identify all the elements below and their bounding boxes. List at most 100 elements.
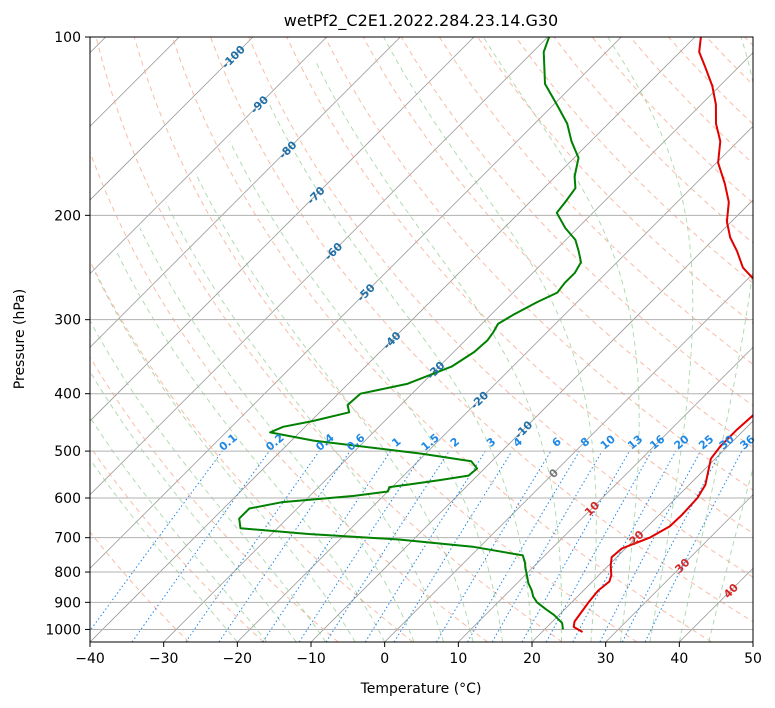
mixing-ratio-label: 6 bbox=[550, 435, 564, 450]
mixing-ratio-label: 0.6 bbox=[344, 431, 368, 454]
mixing-ratio-label: 3 bbox=[484, 435, 498, 450]
isotherm-line bbox=[679, 567, 753, 642]
dewpoint-profile-line bbox=[238, 37, 582, 630]
isotherm-label: -60 bbox=[322, 240, 345, 263]
y-tick-label: 100 bbox=[54, 30, 81, 46]
mixing-ratio-line bbox=[435, 450, 552, 642]
mixing-ratio-label: 25 bbox=[696, 433, 716, 453]
moist-adiabat bbox=[90, 458, 238, 642]
y-axis-ticks: 100 200 300 400 500 600 700 800 900 1000 bbox=[45, 30, 90, 638]
mixing-ratio-label: 30 bbox=[717, 432, 737, 452]
background-lines bbox=[90, 37, 753, 642]
isotherm-line bbox=[90, 37, 327, 275]
dry-adiabat bbox=[286, 37, 753, 534]
isotherm-label: -50 bbox=[355, 281, 378, 304]
dry-adiabat bbox=[95, 37, 563, 642]
y-tick-label: 200 bbox=[54, 208, 81, 224]
plot-frame bbox=[89, 36, 754, 643]
dry-adiabat bbox=[133, 37, 638, 642]
moist-adiabat bbox=[90, 416, 268, 642]
isotherm-line bbox=[90, 37, 548, 496]
mixing-ratio-line bbox=[393, 450, 513, 642]
mixing-ratio-label: 1 bbox=[389, 435, 403, 450]
isotherm-line bbox=[458, 346, 753, 642]
moist-adiabat bbox=[165, 201, 445, 642]
isotherm-label: -100 bbox=[219, 43, 248, 72]
y-tick-label: 800 bbox=[54, 565, 81, 581]
y-tick-label: 500 bbox=[54, 444, 81, 460]
dry-adiabat bbox=[438, 37, 753, 366]
moist-adiabat bbox=[315, 61, 563, 642]
isotherm-label: 30 bbox=[672, 556, 692, 576]
y-tick-label: 600 bbox=[54, 491, 81, 507]
dry-adiabat bbox=[90, 445, 264, 642]
isotherm-line bbox=[163, 52, 753, 642]
mixing-ratio-line bbox=[572, 450, 677, 642]
x-tick-label: −10 bbox=[296, 651, 326, 667]
mixing-ratio-label: 2 bbox=[448, 435, 462, 450]
moist-adiabat bbox=[195, 173, 474, 642]
mixing-ratio-line bbox=[521, 450, 630, 642]
isotherm-line bbox=[90, 37, 254, 201]
mixing-ratio-line bbox=[185, 450, 320, 642]
dry-adiabat bbox=[668, 37, 753, 125]
isotherm-line bbox=[237, 125, 753, 642]
mixing-ratio-line bbox=[218, 450, 351, 642]
mixing-ratio-label: 36 bbox=[738, 432, 758, 452]
x-tick-label: −40 bbox=[75, 651, 105, 667]
moist-adiabat bbox=[90, 370, 297, 642]
mixing-ratio-label: 10 bbox=[598, 432, 618, 452]
mixing-ratio-label: 0.1 bbox=[217, 431, 240, 453]
x-tick-label: 0 bbox=[380, 651, 389, 667]
mixing-ratio-line bbox=[467, 450, 580, 642]
mixing-ratio-label: 13 bbox=[625, 433, 645, 453]
dry-adiabat bbox=[210, 37, 753, 623]
mixing-ratio-line bbox=[262, 450, 392, 642]
moist-adiabat bbox=[115, 251, 386, 642]
moist-adiabat bbox=[90, 319, 327, 642]
mixing-ratio-line bbox=[325, 450, 450, 642]
mixing-ratio-line bbox=[298, 450, 425, 642]
pressure-gridlines bbox=[90, 37, 753, 630]
dry-adiabat bbox=[90, 150, 488, 642]
y-tick-label: 300 bbox=[54, 313, 81, 329]
isotherm-line bbox=[531, 420, 753, 642]
moist-adiabat bbox=[383, 37, 597, 642]
x-tick-label: 50 bbox=[744, 651, 762, 667]
x-tick-label: 20 bbox=[523, 651, 541, 667]
isotherm-label: -40 bbox=[380, 329, 403, 352]
isotherm-line bbox=[90, 37, 401, 348]
x-tick-label: −20 bbox=[223, 651, 253, 667]
dry-adiabat bbox=[515, 37, 753, 284]
isotherm-line bbox=[90, 37, 696, 642]
dry-adiabat bbox=[400, 37, 753, 407]
moist-adiabat bbox=[483, 37, 640, 642]
dry-adiabat bbox=[90, 356, 339, 642]
isotherm-label: 10 bbox=[582, 499, 602, 519]
moist-adiabat bbox=[94, 272, 356, 642]
x-tick-label: 30 bbox=[597, 651, 615, 667]
moist-adiabat bbox=[607, 37, 694, 642]
y-tick-label: 700 bbox=[54, 531, 81, 547]
isotherm-label: -30 bbox=[424, 359, 447, 382]
x-tick-label: 40 bbox=[670, 651, 688, 667]
x-axis-ticks: −40 −30 −20 −10 0 10 20 30 40 50 bbox=[75, 642, 762, 667]
x-tick-label: −30 bbox=[149, 651, 179, 667]
isotherm-line bbox=[605, 494, 753, 642]
y-axis-label: Pressure (hPa) bbox=[12, 289, 28, 389]
isotherm-label: 40 bbox=[721, 581, 741, 601]
mixing-ratio-line bbox=[131, 450, 270, 642]
dry-adiabat bbox=[248, 37, 753, 578]
moist-adiabat bbox=[139, 227, 415, 642]
isotherm-line bbox=[90, 37, 475, 422]
isotherm-line bbox=[384, 273, 753, 642]
mixing-ratio-label: 20 bbox=[672, 432, 692, 452]
temperature-profile-line bbox=[572, 37, 753, 633]
chart-title: wetPf2_C2E1.2022.284.23.14.G30 bbox=[284, 11, 558, 31]
dry-adiabat bbox=[90, 259, 414, 642]
isotherm-label: -20 bbox=[468, 389, 491, 412]
dry-adiabat bbox=[90, 531, 190, 642]
isotherm-label: -80 bbox=[276, 138, 299, 161]
